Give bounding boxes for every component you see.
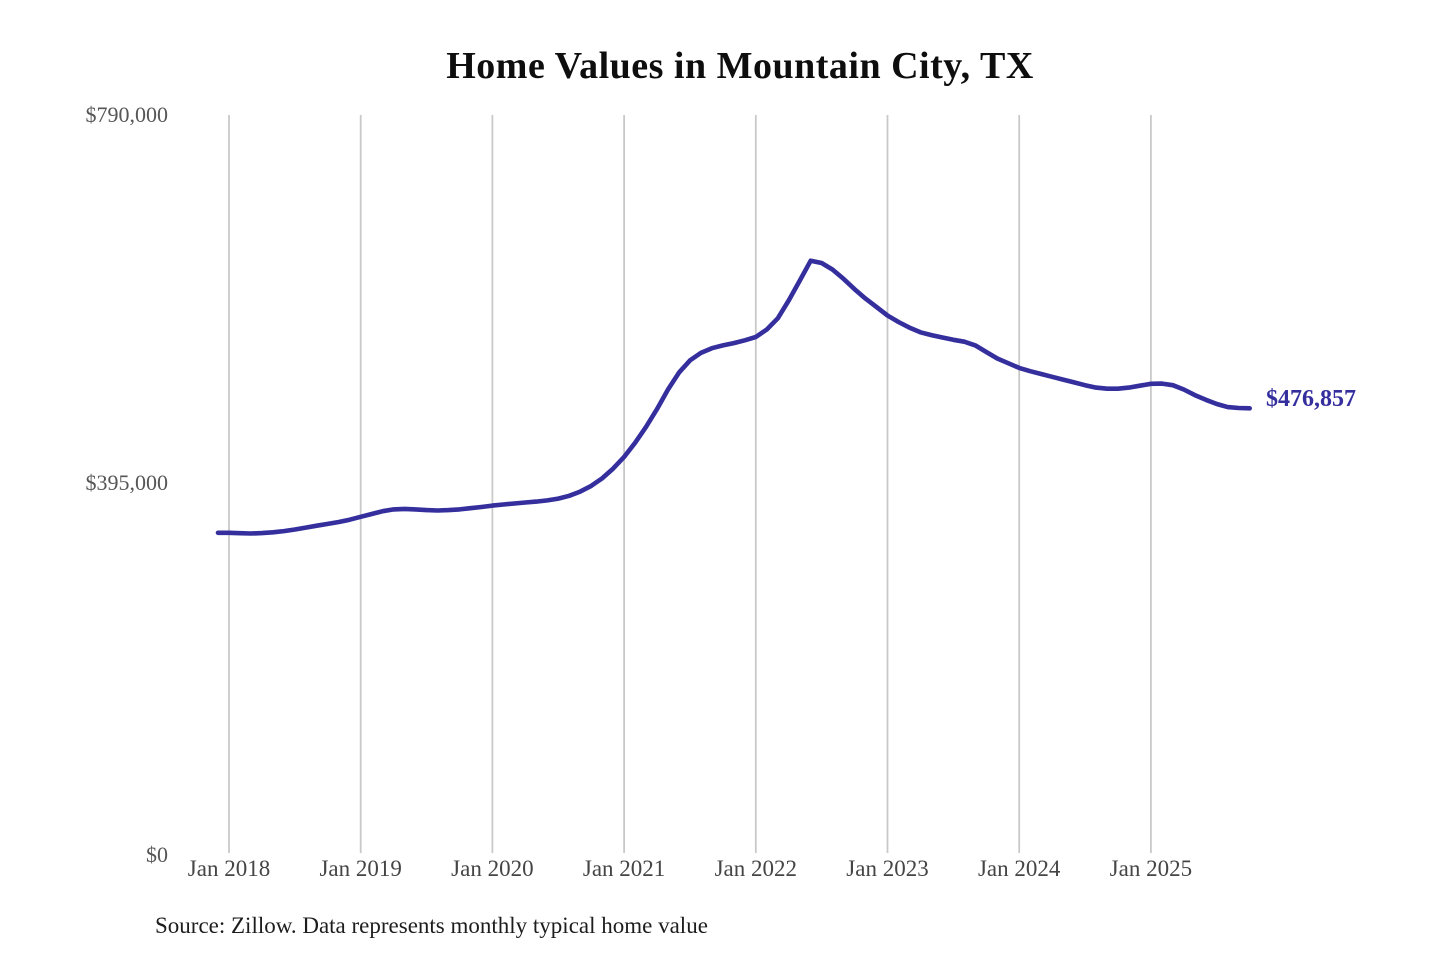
gridlines-group (228, 115, 1152, 853)
x-axis-label: Jan 2025 (1109, 856, 1193, 881)
x-axis-label: Jan 2021 (582, 856, 666, 881)
latest-value-label: $476,857 (1266, 386, 1356, 412)
home-value-line (215, 258, 1252, 536)
y-axis-label-790k: $790,000 (85, 102, 169, 127)
source-note: Source: Zillow. Data represents monthly … (155, 913, 708, 938)
y-axis-label-0: $0 (146, 842, 168, 867)
x-axis-label: Jan 2019 (319, 856, 402, 881)
x-axis-label: Jan 2024 (977, 856, 1061, 881)
x-axis-label: Jan 2018 (187, 856, 271, 881)
x-axis-label: Jan 2022 (714, 856, 797, 881)
chart-title: Home Values in Mountain City, TX (446, 45, 1034, 87)
x-axis-label: Jan 2023 (846, 856, 929, 881)
x-axis-label: Jan 2020 (451, 856, 534, 881)
y-axis-label-395k: $395,000 (85, 470, 169, 495)
